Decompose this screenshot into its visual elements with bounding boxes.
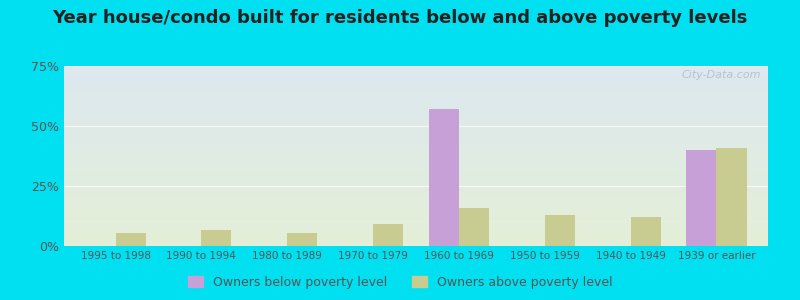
Bar: [717, 148, 746, 246]
Bar: [115, 233, 146, 246]
Bar: [202, 230, 231, 246]
Text: Year house/condo built for residents below and above poverty levels: Year house/condo built for residents bel…: [52, 9, 748, 27]
Bar: [429, 109, 459, 246]
Bar: [287, 233, 318, 246]
Bar: [630, 217, 661, 246]
Bar: [545, 215, 575, 246]
Bar: [373, 224, 403, 246]
Bar: [459, 208, 489, 246]
Bar: [686, 150, 717, 246]
Legend: Owners below poverty level, Owners above poverty level: Owners below poverty level, Owners above…: [182, 271, 618, 294]
Text: City-Data.com: City-Data.com: [682, 70, 761, 80]
